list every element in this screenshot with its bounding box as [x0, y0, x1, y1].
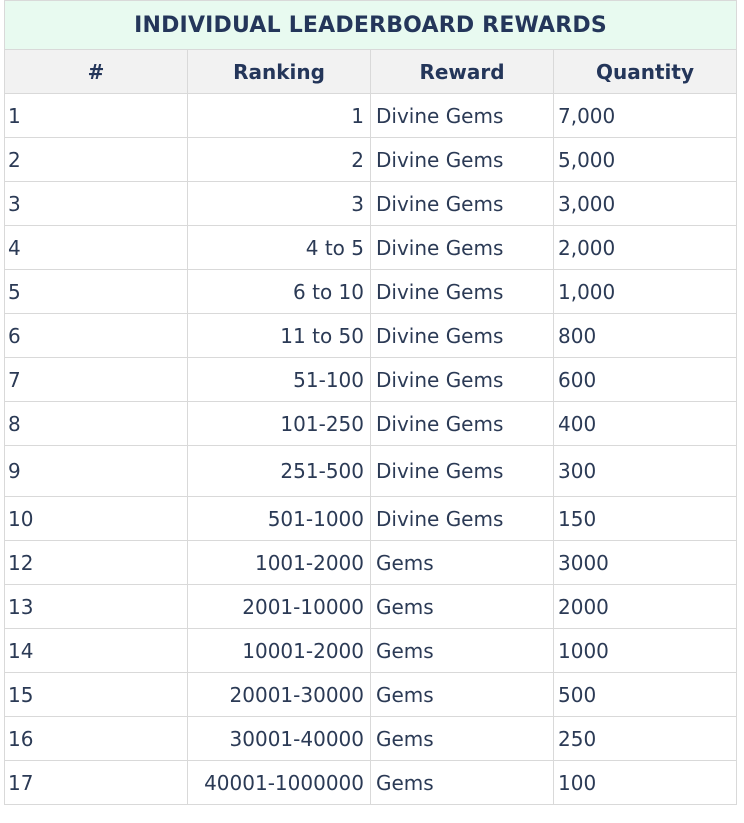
leaderboard-rewards-table: INDIVIDUAL LEADERBOARD REWARDS # Ranking… — [4, 0, 737, 805]
cell-ranking: 4 to 5 — [187, 225, 371, 270]
leaderboard-rewards-table-container: INDIVIDUAL LEADERBOARD REWARDS # Ranking… — [4, 0, 737, 805]
cell-reward: Divine Gems — [370, 137, 554, 182]
cell-ranking: 51-100 — [187, 357, 371, 402]
cell-index: 7 — [4, 357, 188, 402]
cell-quantity: 800 — [553, 313, 737, 358]
cell-ranking: 20001-30000 — [187, 672, 371, 717]
table-row: 6 11 to 50 Divine Gems 800 — [4, 313, 737, 358]
cell-index: 13 — [4, 584, 188, 629]
cell-quantity: 2,000 — [553, 225, 737, 270]
cell-index: 9 — [4, 445, 188, 497]
table-title-row: INDIVIDUAL LEADERBOARD REWARDS — [4, 0, 737, 50]
column-header-ranking: Ranking — [187, 49, 371, 94]
cell-quantity: 7,000 — [553, 93, 737, 138]
cell-reward: Divine Gems — [370, 181, 554, 226]
cell-ranking: 2 — [187, 137, 371, 182]
cell-reward: Divine Gems — [370, 357, 554, 402]
cell-ranking: 101-250 — [187, 401, 371, 446]
cell-quantity: 250 — [553, 716, 737, 761]
cell-ranking: 501-1000 — [187, 496, 371, 541]
cell-quantity: 5,000 — [553, 137, 737, 182]
cell-ranking: 3 — [187, 181, 371, 226]
cell-reward: Divine Gems — [370, 445, 554, 497]
table-row: 14 10001-2000 Gems 1000 — [4, 628, 737, 673]
table-row: 13 2001-10000 Gems 2000 — [4, 584, 737, 629]
column-header-quantity: Quantity — [553, 49, 737, 94]
table-row: 12 1001-2000 Gems 3000 — [4, 540, 737, 585]
cell-quantity: 1,000 — [553, 269, 737, 314]
table-body: 1 1 Divine Gems 7,000 2 2 Divine Gems 5,000 3 3 Di… — [4, 93, 737, 805]
cell-reward: Gems — [370, 628, 554, 673]
cell-index: 3 — [4, 181, 188, 226]
table-row: 2 2 Divine Gems 5,000 — [4, 137, 737, 182]
table-row: 7 51-100 Divine Gems 600 — [4, 357, 737, 402]
cell-index: 5 — [4, 269, 188, 314]
column-header-reward: Reward — [370, 49, 554, 94]
cell-reward: Gems — [370, 716, 554, 761]
table-row: 3 3 Divine Gems 3,000 — [4, 181, 737, 226]
table-row: 1 1 Divine Gems 7,000 — [4, 93, 737, 138]
cell-reward: Divine Gems — [370, 225, 554, 270]
cell-reward: Divine Gems — [370, 93, 554, 138]
cell-ranking: 10001-2000 — [187, 628, 371, 673]
table-row: 8 101-250 Divine Gems 400 — [4, 401, 737, 446]
cell-quantity: 2000 — [553, 584, 737, 629]
column-header-index: # — [4, 49, 188, 94]
cell-reward: Divine Gems — [370, 269, 554, 314]
table-row: 15 20001-30000 Gems 500 — [4, 672, 737, 717]
cell-ranking: 6 to 10 — [187, 269, 371, 314]
cell-index: 10 — [4, 496, 188, 541]
cell-index: 12 — [4, 540, 188, 585]
cell-index: 17 — [4, 760, 188, 805]
cell-ranking: 1 — [187, 93, 371, 138]
cell-ranking: 2001-10000 — [187, 584, 371, 629]
cell-index: 2 — [4, 137, 188, 182]
table-header-row: # Ranking Reward Quantity — [4, 49, 737, 94]
cell-quantity: 300 — [553, 445, 737, 497]
cell-reward: Divine Gems — [370, 313, 554, 358]
cell-index: 14 — [4, 628, 188, 673]
cell-quantity: 3000 — [553, 540, 737, 585]
cell-ranking: 30001-40000 — [187, 716, 371, 761]
cell-quantity: 3,000 — [553, 181, 737, 226]
cell-ranking: 40001-1000000 — [187, 760, 371, 805]
cell-quantity: 100 — [553, 760, 737, 805]
cell-quantity: 150 — [553, 496, 737, 541]
cell-reward: Gems — [370, 584, 554, 629]
table-row: 17 40001-1000000 Gems 100 — [4, 760, 737, 805]
cell-reward: Divine Gems — [370, 496, 554, 541]
cell-index: 1 — [4, 93, 188, 138]
cell-ranking: 1001-2000 — [187, 540, 371, 585]
cell-reward: Gems — [370, 760, 554, 805]
cell-quantity: 400 — [553, 401, 737, 446]
cell-quantity: 1000 — [553, 628, 737, 673]
table-row: 9 251-500 Divine Gems 300 — [4, 445, 737, 497]
cell-quantity: 600 — [553, 357, 737, 402]
cell-quantity: 500 — [553, 672, 737, 717]
cell-ranking: 11 to 50 — [187, 313, 371, 358]
cell-index: 4 — [4, 225, 188, 270]
cell-index: 8 — [4, 401, 188, 446]
table-title: INDIVIDUAL LEADERBOARD REWARDS — [4, 0, 737, 50]
cell-index: 15 — [4, 672, 188, 717]
cell-reward: Divine Gems — [370, 401, 554, 446]
table-row: 16 30001-40000 Gems 250 — [4, 716, 737, 761]
cell-index: 16 — [4, 716, 188, 761]
cell-reward: Gems — [370, 672, 554, 717]
table-row: 10 501-1000 Divine Gems 150 — [4, 496, 737, 541]
cell-index: 6 — [4, 313, 188, 358]
cell-ranking: 251-500 — [187, 445, 371, 497]
cell-reward: Gems — [370, 540, 554, 585]
